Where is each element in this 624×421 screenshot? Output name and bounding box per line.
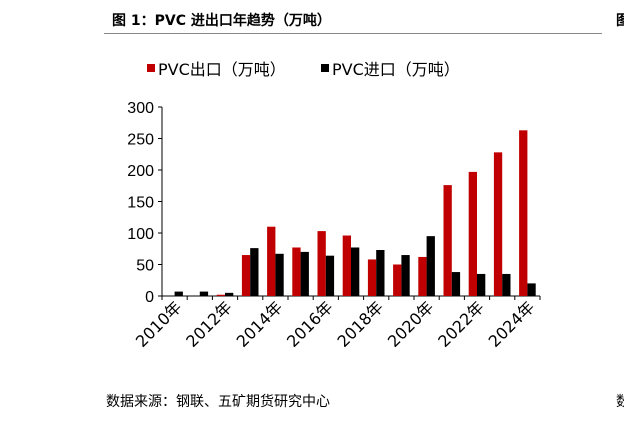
x-tick-label: 2012年 [182,297,236,351]
export-bar [267,226,276,296]
export-bar [342,235,351,296]
y-tick-label: 300 [127,100,154,117]
import-bar [351,247,360,296]
export-bar [367,259,377,296]
import-bar [275,253,284,296]
figure-title: 图 1：PVC 进出口年趋势（万吨） [112,13,331,29]
x-tick-label: 2016年 [283,297,337,351]
import-bar [300,251,309,296]
legend-swatch [147,64,155,72]
chart-legend: PVC出口（万吨） PVC进口（万吨） [147,60,460,79]
export-bar [393,264,402,296]
y-tick-label: 0 [145,289,154,306]
import-bar [174,291,183,296]
bars-group [174,130,536,296]
y-tick-label: 150 [127,195,154,212]
x-tick-label: 2014年 [233,297,287,351]
import-bar [325,255,335,296]
next-figure-source-fragment: 数 [616,394,624,410]
import-bar [502,273,511,296]
pvc-trade-bar-chart: PVC出口（万吨） PVC进口（万吨） 0 50 100 150 200 250 300 20… [127,60,541,351]
export-bar [443,185,452,296]
x-tick-label: 2010年 [132,297,186,351]
legend-label: PVC出口（万吨） [158,60,286,79]
export-bar [292,247,301,296]
export-bar [418,256,427,296]
import-bar [401,255,410,296]
export-bar [468,171,477,296]
import-bar [250,248,259,296]
y-tick-label: 250 [127,132,154,149]
import-bar [426,236,435,296]
x-tick-label: 2024年 [485,297,539,351]
legend-label: PVC进口（万吨） [332,60,460,79]
y-axis: 0 50 100 150 200 250 300 [127,100,163,306]
legend-swatch [321,64,329,72]
import-bar [451,272,461,296]
export-bar [216,294,225,296]
import-bar [199,291,209,296]
x-tick-label: 2020年 [384,297,438,351]
import-bar [477,273,486,296]
y-tick-label: 50 [136,258,154,275]
export-bar [493,152,503,296]
y-tick-label: 200 [127,163,154,180]
title-divider [104,33,602,34]
export-bar [317,231,326,296]
x-tick-label: 2022年 [434,297,488,351]
export-bar [519,130,528,296]
import-bar [225,292,234,296]
x-tick-label: 2018年 [333,297,387,351]
y-tick-label: 100 [127,226,154,243]
data-source-note: 数据来源：钢联、五矿期货研究中心 [106,394,330,410]
import-bar [527,283,536,296]
next-figure-title-fragment: 图 [616,13,624,29]
export-bar [241,255,251,296]
import-bar [376,250,385,296]
